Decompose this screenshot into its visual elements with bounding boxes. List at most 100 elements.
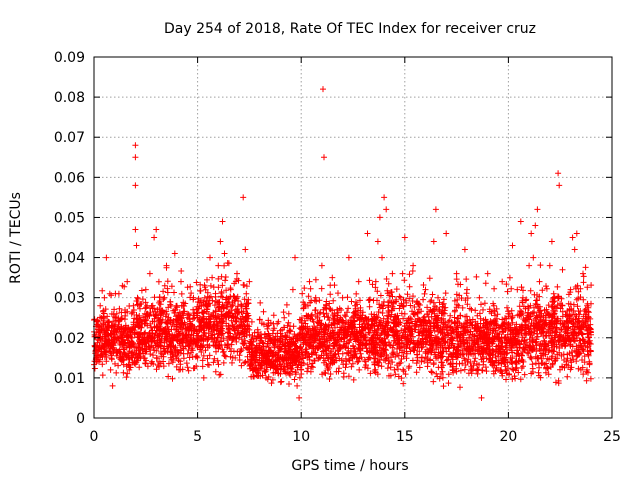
data-point xyxy=(150,311,157,318)
y-tick-label: 0.04 xyxy=(54,251,85,267)
data-point xyxy=(489,325,496,332)
data-point xyxy=(432,206,439,213)
data-point xyxy=(326,317,333,324)
data-point xyxy=(158,336,165,342)
data-point xyxy=(474,335,481,342)
data-point xyxy=(325,366,332,373)
data-point xyxy=(414,309,421,316)
data-point xyxy=(317,354,324,361)
data-point xyxy=(369,317,376,324)
data-point xyxy=(364,230,371,237)
data-point xyxy=(265,373,272,380)
data-point xyxy=(240,330,247,337)
data-point xyxy=(582,342,589,349)
data-points xyxy=(91,86,595,401)
data-point xyxy=(356,355,363,362)
data-point xyxy=(115,335,122,342)
data-point xyxy=(157,342,164,349)
data-point xyxy=(320,325,327,332)
data-point xyxy=(113,369,120,376)
data-point xyxy=(185,347,192,353)
data-point xyxy=(509,312,516,319)
data-point xyxy=(334,334,341,341)
data-point xyxy=(92,350,99,357)
data-point xyxy=(244,318,251,325)
data-point xyxy=(373,347,380,354)
data-point xyxy=(430,308,437,315)
data-point xyxy=(248,373,255,380)
data-point xyxy=(522,326,528,333)
data-point xyxy=(236,334,242,341)
data-point xyxy=(481,328,488,335)
data-point xyxy=(364,322,371,329)
data-point xyxy=(246,278,253,285)
data-point xyxy=(275,363,282,370)
data-point xyxy=(570,316,577,323)
data-point xyxy=(226,299,233,305)
data-point xyxy=(236,309,243,316)
data-point xyxy=(403,350,410,357)
data-point xyxy=(132,182,139,189)
data-point xyxy=(443,357,450,364)
data-point xyxy=(342,358,349,365)
data-point xyxy=(467,360,474,366)
data-point xyxy=(212,308,219,315)
data-point xyxy=(99,287,106,294)
data-point xyxy=(283,357,290,364)
data-point xyxy=(238,302,245,309)
data-point xyxy=(122,326,129,333)
data-point xyxy=(484,340,490,347)
data-point xyxy=(257,337,264,344)
data-point xyxy=(493,315,500,322)
data-point xyxy=(446,317,453,324)
data-point xyxy=(583,308,590,315)
data-point xyxy=(352,333,359,340)
data-point xyxy=(438,364,445,371)
data-point xyxy=(312,294,319,301)
data-point xyxy=(298,333,305,340)
data-point xyxy=(386,372,392,379)
x-tick-label: 15 xyxy=(396,429,414,445)
data-point xyxy=(292,254,298,261)
data-point xyxy=(489,359,496,365)
data-point xyxy=(531,328,538,335)
data-point xyxy=(564,351,571,358)
data-point xyxy=(483,368,490,375)
data-point xyxy=(294,382,301,389)
data-point xyxy=(484,270,491,277)
data-point xyxy=(323,302,330,309)
data-point xyxy=(471,333,478,340)
data-point xyxy=(441,331,448,338)
data-point xyxy=(517,218,524,225)
data-point xyxy=(209,334,216,341)
data-point xyxy=(574,335,580,341)
data-point xyxy=(534,333,541,340)
data-point xyxy=(323,352,330,359)
data-point xyxy=(226,345,233,352)
data-point xyxy=(108,292,115,299)
data-point xyxy=(298,324,305,331)
data-point xyxy=(396,337,402,344)
data-point xyxy=(204,276,210,283)
data-point xyxy=(543,285,550,292)
data-point xyxy=(146,344,153,351)
data-point xyxy=(165,360,172,367)
data-point xyxy=(416,332,422,339)
data-point xyxy=(431,320,438,327)
data-point xyxy=(374,331,381,338)
x-tick-label: 20 xyxy=(499,429,517,445)
data-point xyxy=(467,328,474,335)
data-point xyxy=(103,254,110,261)
y-tick-label: 0.01 xyxy=(54,371,85,387)
data-point xyxy=(521,317,528,324)
data-point xyxy=(549,298,556,305)
data-point xyxy=(343,349,350,356)
data-point xyxy=(223,294,230,301)
data-point xyxy=(444,339,451,345)
y-tick-label: 0 xyxy=(76,411,85,427)
data-point xyxy=(136,350,143,357)
data-point xyxy=(580,323,587,330)
data-point xyxy=(518,365,525,371)
data-point xyxy=(126,356,133,363)
data-point xyxy=(437,330,444,336)
